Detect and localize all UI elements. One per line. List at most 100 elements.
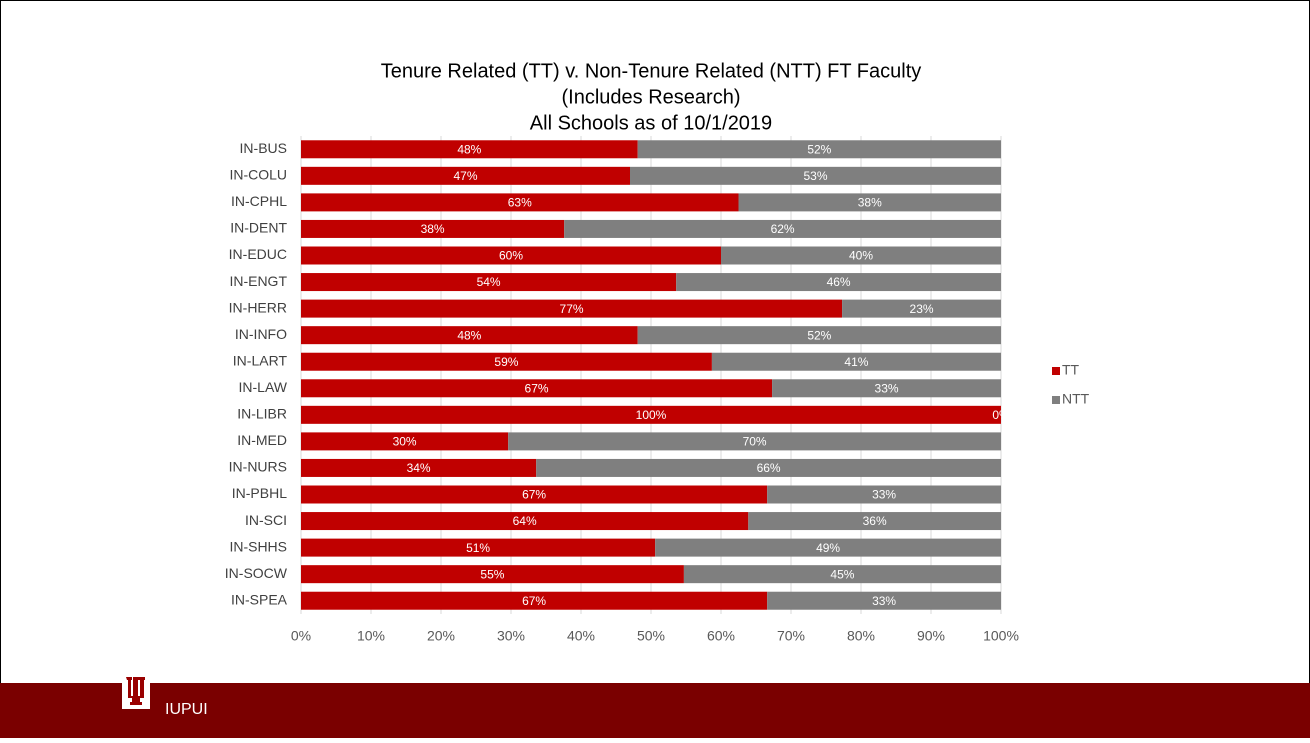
data-label: 63% bbox=[508, 196, 532, 210]
data-label: 23% bbox=[910, 302, 934, 316]
data-label: 38% bbox=[858, 196, 882, 210]
data-label: 33% bbox=[872, 594, 896, 608]
bar-segment bbox=[676, 273, 1001, 292]
chart-title: All Schools as of 10/1/2019 bbox=[530, 112, 772, 134]
x-tick-label: 20% bbox=[427, 628, 455, 644]
chart-title: Tenure Related (TT) v. Non-Tenure Relate… bbox=[381, 60, 922, 82]
data-label: 60% bbox=[499, 249, 523, 263]
bar-segment bbox=[301, 379, 773, 398]
y-tick-label: IN-DENT bbox=[230, 220, 287, 236]
bar-segment bbox=[301, 591, 768, 610]
bar-segment bbox=[767, 485, 1001, 504]
bar-segment bbox=[772, 379, 1001, 398]
bar-segment bbox=[536, 458, 1001, 477]
data-label: 66% bbox=[757, 461, 781, 475]
bar-segment bbox=[301, 166, 630, 185]
bar-segment bbox=[301, 432, 509, 451]
data-label: 59% bbox=[494, 355, 518, 369]
bar-segment bbox=[301, 405, 1001, 424]
data-label: 67% bbox=[522, 488, 546, 502]
bar-segment bbox=[637, 140, 1001, 159]
data-label: 67% bbox=[525, 381, 549, 395]
data-label: 38% bbox=[421, 222, 445, 236]
y-tick-label: IN-MED bbox=[237, 432, 287, 448]
data-label: 53% bbox=[803, 169, 827, 183]
legend-swatch bbox=[1052, 396, 1060, 404]
y-tick-label: IN-SOCW bbox=[225, 565, 288, 581]
data-label: 55% bbox=[480, 567, 504, 581]
bar-segment bbox=[301, 538, 656, 557]
y-tick-label: IN-LAW bbox=[239, 379, 288, 395]
data-label: 36% bbox=[863, 514, 887, 528]
x-tick-label: 30% bbox=[497, 628, 525, 644]
bar-segment bbox=[748, 512, 1001, 531]
y-tick-label: IN-CPHL bbox=[231, 193, 287, 209]
x-tick-label: 40% bbox=[567, 628, 595, 644]
bar-segment bbox=[721, 246, 1001, 265]
y-tick-label: IN-HERR bbox=[229, 299, 287, 315]
bar-segment bbox=[301, 140, 638, 159]
data-label: 47% bbox=[453, 169, 477, 183]
data-label: 46% bbox=[827, 275, 851, 289]
data-label: 33% bbox=[875, 381, 899, 395]
bar-segment bbox=[301, 219, 565, 238]
data-label: 48% bbox=[457, 328, 481, 342]
bar-segment bbox=[301, 299, 843, 318]
y-tick-label: IN-SHHS bbox=[229, 538, 287, 554]
data-label: 67% bbox=[522, 594, 546, 608]
bar-segment bbox=[842, 299, 1001, 318]
bar-segment bbox=[301, 193, 739, 212]
bar-segment bbox=[301, 352, 712, 371]
data-label: 70% bbox=[743, 435, 767, 449]
y-tick-label: IN-SCI bbox=[245, 512, 287, 528]
bar-segment bbox=[630, 166, 1001, 185]
bar-segment bbox=[711, 352, 1001, 371]
x-tick-label: 60% bbox=[707, 628, 735, 644]
logo bbox=[122, 673, 150, 709]
bar-segment bbox=[301, 273, 677, 292]
footer-band bbox=[0, 683, 1310, 738]
x-tick-label: 70% bbox=[777, 628, 805, 644]
data-label: 52% bbox=[807, 328, 831, 342]
y-tick-label: IN-ENGT bbox=[229, 273, 287, 289]
bar-segment bbox=[637, 326, 1001, 345]
data-label: 100% bbox=[636, 408, 667, 422]
y-tick-label: IN-INFO bbox=[235, 326, 287, 342]
bar-segment bbox=[767, 591, 1001, 610]
data-label: 30% bbox=[393, 435, 417, 449]
y-tick-label: IN-PBHL bbox=[232, 485, 287, 501]
data-label: 41% bbox=[844, 355, 868, 369]
bar-segment bbox=[683, 565, 1001, 584]
x-tick-label: 50% bbox=[637, 628, 665, 644]
y-tick-label: IN-EDUC bbox=[229, 246, 287, 262]
y-tick-label: IN-SPEA bbox=[231, 591, 288, 607]
data-label: 49% bbox=[816, 541, 840, 555]
bar-segment bbox=[508, 432, 1001, 451]
data-label: 52% bbox=[807, 142, 831, 156]
data-label: 48% bbox=[457, 142, 481, 156]
bar-segment bbox=[301, 565, 684, 584]
chart-title: (Includes Research) bbox=[562, 86, 741, 108]
y-tick-label: IN-LART bbox=[233, 352, 288, 368]
data-label: 64% bbox=[513, 514, 537, 528]
x-tick-label: 0% bbox=[291, 628, 311, 644]
y-tick-label: IN-LIBR bbox=[237, 406, 287, 422]
bar-segment bbox=[738, 193, 1001, 212]
bar-segment bbox=[301, 458, 537, 477]
legend-label: TT bbox=[1062, 362, 1080, 378]
data-label: 77% bbox=[560, 302, 584, 316]
footer-text: IUPUI bbox=[165, 701, 208, 718]
data-label: 34% bbox=[407, 461, 431, 475]
data-label: 40% bbox=[849, 249, 873, 263]
y-tick-label: IN-COLU bbox=[229, 167, 287, 183]
y-tick-label: IN-NURS bbox=[229, 459, 287, 475]
data-label: 45% bbox=[830, 567, 854, 581]
x-tick-label: 100% bbox=[983, 628, 1019, 644]
data-label: 51% bbox=[466, 541, 490, 555]
data-label: 33% bbox=[872, 488, 896, 502]
bar-segment bbox=[564, 219, 1001, 238]
x-tick-label: 90% bbox=[917, 628, 945, 644]
bar-segment bbox=[655, 538, 1001, 557]
y-tick-label: IN-BUS bbox=[240, 140, 287, 156]
